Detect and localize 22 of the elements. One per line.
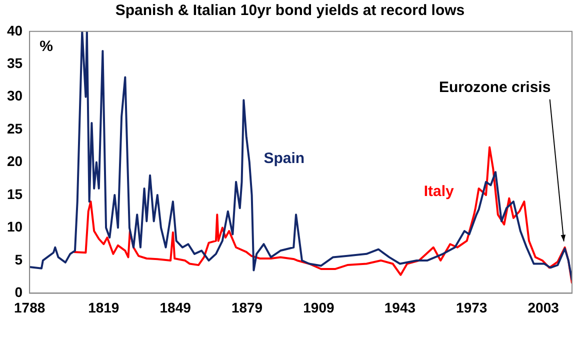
x-tick-label: 1943 (384, 299, 416, 316)
y-tick-label: 0 (14, 284, 23, 300)
annotation: Eurozone crisis (438, 79, 551, 96)
y-tick-label: 35 (6, 54, 23, 71)
x-tick-label: 2003 (528, 299, 560, 316)
y-tick-label: 20 (6, 153, 23, 170)
y-tick-label: 25 (6, 120, 23, 136)
series-label: Spain (264, 150, 305, 168)
y-tick-label: 30 (6, 88, 23, 104)
series-label: Italy (424, 182, 455, 200)
x-tick-label: 1849 (160, 299, 192, 316)
x-tick-label: 1819 (88, 299, 120, 316)
x-tick-label: 1973 (456, 299, 488, 316)
y-tick-label: 40 (6, 22, 23, 38)
x-tick-label: 1879 (231, 299, 263, 316)
x-tick-label: 1788 (14, 299, 46, 316)
y-axis-title: % (40, 38, 53, 56)
x-tick-label: 1909 (303, 299, 334, 316)
chart-title: Spanish & Italian 10yr bond yields at record lows (114, 2, 466, 19)
y-tick-label: 10 (6, 218, 23, 235)
y-tick-label: 5 (14, 251, 23, 268)
y-tick-label: 15 (6, 186, 23, 202)
